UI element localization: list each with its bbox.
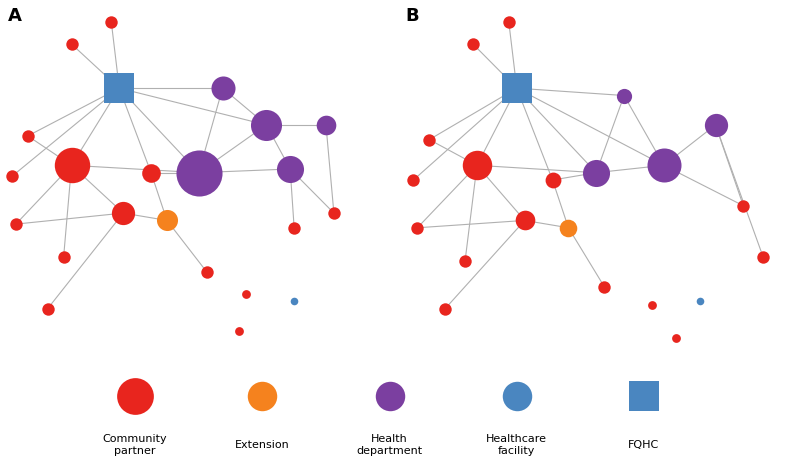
Point (407, 176, 420, 184)
Text: Healthcare
facility: Healthcare facility (487, 434, 547, 456)
Point (657, 162, 670, 169)
Point (260, 121, 273, 129)
Point (471, 162, 483, 169)
Point (129, 393, 142, 400)
Point (288, 298, 301, 305)
Point (546, 176, 559, 184)
Point (65, 41, 78, 48)
Text: Community
partner: Community partner (103, 434, 168, 456)
Text: A: A (8, 8, 21, 25)
Point (240, 290, 253, 298)
Point (669, 334, 682, 342)
Text: Extension: Extension (235, 440, 289, 450)
Point (510, 393, 523, 400)
Point (192, 169, 205, 177)
Point (41, 305, 54, 312)
Point (328, 209, 340, 217)
Point (320, 121, 332, 129)
Point (216, 84, 229, 92)
Point (646, 301, 658, 309)
Point (288, 224, 301, 232)
Point (618, 92, 630, 99)
Point (411, 224, 424, 232)
Point (383, 393, 396, 400)
Point (117, 209, 130, 217)
Text: FQHC: FQHC (628, 440, 660, 450)
Point (439, 305, 452, 312)
Point (21, 132, 34, 140)
Point (57, 253, 70, 261)
Point (518, 217, 531, 224)
Point (502, 18, 515, 26)
Point (65, 162, 78, 169)
Point (232, 327, 245, 334)
Point (6, 172, 18, 180)
Point (562, 224, 575, 232)
Text: Health
department: Health department (356, 434, 423, 456)
Point (423, 136, 436, 143)
Point (161, 217, 173, 224)
Point (590, 169, 603, 177)
Point (598, 283, 611, 290)
Point (105, 18, 118, 26)
Point (737, 202, 750, 210)
Point (638, 393, 650, 400)
Text: B: B (405, 8, 419, 25)
Point (284, 165, 297, 173)
Point (10, 220, 22, 228)
Point (757, 253, 770, 261)
Point (145, 169, 157, 177)
Point (256, 393, 269, 400)
Point (693, 298, 706, 305)
Point (200, 268, 213, 276)
Point (510, 84, 523, 92)
Point (113, 84, 126, 92)
Point (459, 257, 471, 265)
Point (709, 121, 722, 129)
Point (467, 41, 479, 48)
